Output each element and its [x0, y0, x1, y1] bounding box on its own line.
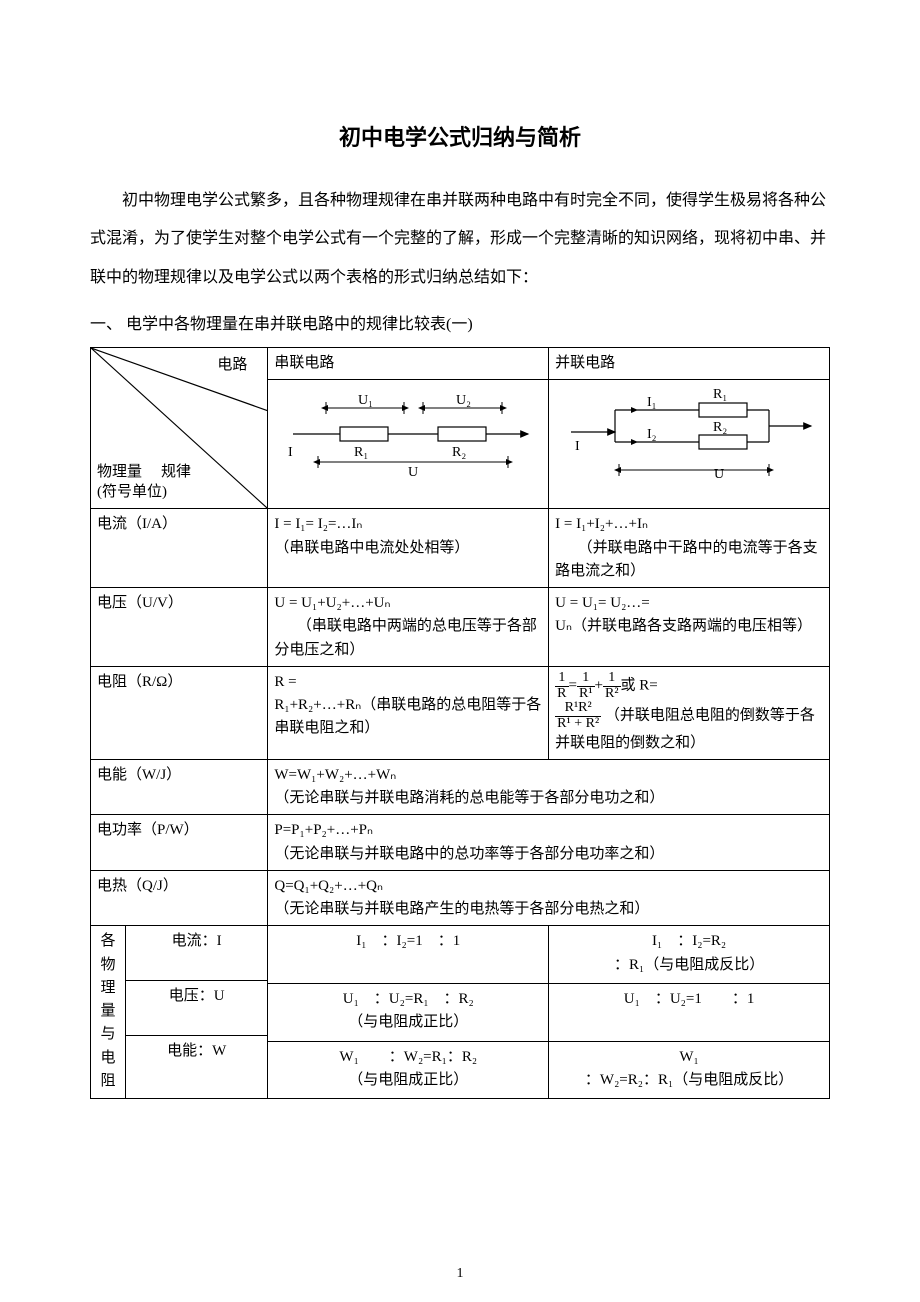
row-label: 电热（Q/J） — [91, 870, 268, 926]
ratio-parallel: I₁ ：I₂=R₂ ：R₁（与电阻成反比） — [549, 926, 830, 984]
row-label: 电流（I/A） — [91, 509, 268, 588]
svg-text:R₁: R₁ — [354, 445, 368, 460]
page-title: 初中电学公式归纳与简析 — [90, 120, 830, 152]
fraction-icon: 1R¹ — [577, 671, 595, 701]
row-series: I = I₁= I₂=…Iₙ （串联电路中电流处处相等） — [268, 509, 549, 588]
svg-text:U₁: U₁ — [358, 393, 373, 408]
ratio-series: W₁ ：W₂=R₁：R₂ （与电阻成正比） — [268, 1041, 549, 1099]
parallel-header: 并联电路 — [549, 348, 830, 380]
table-row: 电功率（P/W） P=P₁+P₂+…+Pₙ （无论串联与并联电路中的总功率等于各… — [91, 815, 830, 871]
parallel-diagram-cell: I I₁ I₂ R₁ R₂ U — [549, 380, 830, 509]
row-parallel: U = U₁= U₂…= Uₙ（并联电路各支路两端的电压相等） — [549, 588, 830, 667]
page-number: 1 — [0, 1266, 920, 1282]
svg-text:I₁: I₁ — [647, 395, 657, 410]
corner-label-unit: (符号单位) — [97, 481, 167, 504]
fraction-icon: R¹R²R¹ + R² — [555, 701, 601, 731]
table-row: 电阻（R/Ω） R = R₁+R₂+…+Rₙ（串联电路的总电阻等于各串联电阻之和… — [91, 666, 830, 759]
svg-text:R₁: R₁ — [713, 387, 727, 402]
row-merged: Q=Q₁+Q₂+…+Qₙ （无论串联与并联电路产生的电热等于各部分电热之和） — [268, 870, 830, 926]
ratio-series: U₁ ：U₂=R₁ ：R₂ （与电阻成正比） — [268, 984, 549, 1042]
ratio-side-label: 各物理量与电阻 — [91, 926, 126, 1098]
intro-paragraph: 初中物理电学公式繁多，且各种物理规律在串并联两种电路中有时完全不同，使得学生极易… — [90, 182, 830, 297]
table-row: 电热（Q/J） Q=Q₁+Q₂+…+Qₙ （无论串联与并联电路产生的电热等于各部… — [91, 870, 830, 926]
ratio-name: 电能：W — [126, 1036, 268, 1099]
series-header: 串联电路 — [268, 348, 549, 380]
row-parallel: I = I₁+I₂+…+Iₙ （并联电路中干路中的电流等于各支路电流之和） — [549, 509, 830, 588]
svg-text:U₂: U₂ — [456, 393, 471, 408]
row-label: 电能（W/J） — [91, 759, 268, 815]
row-merged: W=W₁+W₂+…+Wₙ （无论串联与并联电路消耗的总电能等于各部分电功之和） — [268, 759, 830, 815]
ratio-row: 各物理量与电阻 电流：I 电压：U 电能：W I₁ ：I₂=1 ：1 I₁ ：I… — [91, 926, 830, 984]
table-row: 电能（W/J） W=W₁+W₂+…+Wₙ （无论串联与并联电路消耗的总电能等于各… — [91, 759, 830, 815]
row-label: 电功率（P/W） — [91, 815, 268, 871]
fraction-icon: 1R² — [603, 671, 621, 701]
svg-text:U: U — [408, 465, 418, 480]
row-series: U = U₁+U₂+…+Uₙ （串联电路中两端的总电压等于各部分电压之和） — [268, 588, 549, 667]
row-series: R = R₁+R₂+…+Rₙ（串联电路的总电阻等于各串联电阻之和） — [268, 666, 549, 759]
series-diagram-cell: U₁ U₂ U I R₁ — [268, 380, 549, 509]
ratio-name: 电压：U — [126, 981, 268, 1036]
corner-cell: 电路 规律 物理量 (符号单位) — [91, 348, 268, 509]
table-row: 电流（I/A） I = I₁= I₂=…Iₙ （串联电路中电流处处相等） I =… — [91, 509, 830, 588]
row-label: 电阻（R/Ω） — [91, 666, 268, 759]
fraction-icon: 1R — [555, 671, 568, 701]
ratio-name: 电流：I — [126, 926, 268, 981]
text: 或 R= — [621, 678, 658, 694]
corner-label-circuit: 电路 — [217, 354, 247, 377]
ratio-parallel: W₁ ：W₂=R₂：R₁（与电阻成反比） — [549, 1041, 830, 1099]
svg-text:R₂: R₂ — [452, 445, 466, 460]
comparison-table: 电路 规律 物理量 (符号单位) 串联电路 并联电路 — [90, 347, 830, 1099]
table-header-row: 电路 规律 物理量 (符号单位) 串联电路 并联电路 — [91, 348, 830, 380]
ratio-parallel: U₁ ：U₂=1 ：1 — [549, 984, 830, 1042]
section-heading: 一、 电学中各物理量在串并联电路中的规律比较表(一) — [90, 309, 830, 341]
row-parallel-frac: 1R=1R¹+1R²或 R= R¹R²R¹ + R² （并联电阻总电阻的倒数等于… — [549, 666, 830, 759]
ratio-series: I₁ ：I₂=1 ：1 — [268, 926, 549, 984]
table-row: 电压（U/V） U = U₁+U₂+…+Uₙ （串联电路中两端的总电压等于各部分… — [91, 588, 830, 667]
row-merged: P=P₁+P₂+…+Pₙ （无论串联与并联电路中的总功率等于各部分电功率之和） — [268, 815, 830, 871]
svg-text:R₂: R₂ — [713, 420, 727, 435]
row-label: 电压（U/V） — [91, 588, 268, 667]
parallel-circuit-icon: I I₁ I₂ R₁ R₂ U — [559, 384, 819, 480]
svg-text:I₂: I₂ — [647, 427, 657, 442]
svg-text:I: I — [288, 445, 293, 460]
svg-text:U: U — [714, 467, 724, 480]
svg-text:I: I — [575, 439, 580, 454]
series-circuit-icon: U₁ U₂ U I R₁ — [278, 384, 538, 480]
